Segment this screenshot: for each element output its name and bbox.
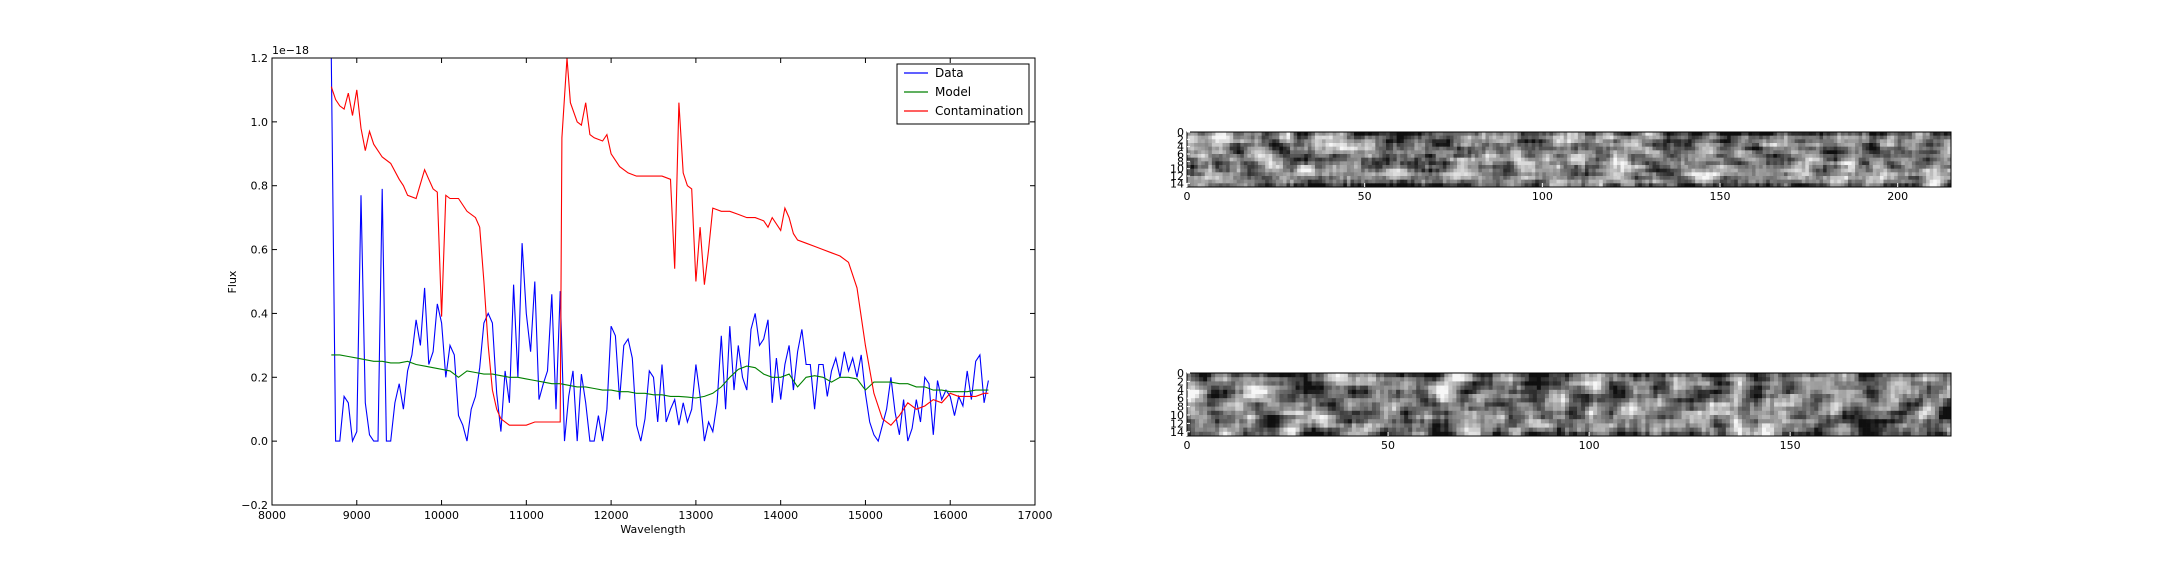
legend-box bbox=[896, 63, 1030, 125]
image-y-tick-label: 14 bbox=[1170, 177, 1184, 190]
image-y-tick-label: 8 bbox=[1177, 155, 1184, 168]
y-tick-label: 0.6 bbox=[251, 244, 269, 257]
image-y-tick-label: 12 bbox=[1170, 417, 1184, 430]
x-tick-label: 12000 bbox=[594, 509, 629, 522]
x-axis-label: Wavelength bbox=[620, 523, 685, 536]
image-x-tick-label: 0 bbox=[1184, 190, 1191, 203]
x-tick-label: 15000 bbox=[848, 509, 883, 522]
image-y-tick-label: 6 bbox=[1177, 392, 1184, 405]
image-y-tick-label: 6 bbox=[1177, 148, 1184, 161]
y-tick-label: 0.8 bbox=[251, 180, 269, 193]
spectrum-series-group bbox=[330, 58, 989, 444]
series-line-contamination bbox=[330, 58, 989, 426]
legend-label-model: Model bbox=[935, 85, 971, 99]
image-pixels bbox=[1187, 373, 1952, 437]
y-tick-label: 1.2 bbox=[251, 52, 269, 65]
image-y-tick-label: 4 bbox=[1177, 141, 1184, 154]
image-y-tick-label: 0 bbox=[1177, 126, 1184, 139]
x-tick-label: 9000 bbox=[343, 509, 371, 522]
x-tick-label: 14000 bbox=[763, 509, 798, 522]
x-tick-label: 17000 bbox=[1018, 509, 1053, 522]
y-axis-label: Flux bbox=[226, 270, 239, 293]
image-x-tick-label: 150 bbox=[1780, 439, 1801, 452]
image-y-tick-label: 2 bbox=[1177, 133, 1184, 146]
x-tick-label: 8000 bbox=[258, 509, 286, 522]
x-tick-label: 10000 bbox=[424, 509, 459, 522]
x-tick-label: 16000 bbox=[933, 509, 968, 522]
image-x-tick-label: 200 bbox=[1887, 190, 1908, 203]
image-x-tick-label: 50 bbox=[1358, 190, 1372, 203]
spectrum-plot-area bbox=[272, 58, 1035, 505]
y-tick-label: −0.2 bbox=[241, 499, 268, 512]
image-pixels bbox=[1187, 132, 1952, 188]
legend: Data Model Contamination bbox=[896, 63, 1030, 125]
image-y-tick-label: 12 bbox=[1170, 170, 1184, 183]
image-y-tick-label: 4 bbox=[1177, 384, 1184, 397]
y-tick-label: 0.2 bbox=[251, 371, 269, 384]
image-y-tick-label: 2 bbox=[1177, 375, 1184, 388]
image-frame bbox=[1186, 131, 1952, 188]
y-tick-label: 0.0 bbox=[251, 435, 269, 448]
series-line-model bbox=[331, 354, 989, 399]
y-tick-label: 1.0 bbox=[251, 116, 269, 129]
image-x-tick-label: 50 bbox=[1381, 439, 1395, 452]
spectrum-plot: 8000 9000 10000 11000 12000 13000 14000 15000 16… bbox=[226, 44, 1053, 536]
image-x-tick-label: 150 bbox=[1710, 190, 1731, 203]
spectrum-plot-frame bbox=[271, 57, 1036, 506]
legend-label-data: Data bbox=[935, 66, 964, 80]
image-y-tick-label: 8 bbox=[1177, 401, 1184, 414]
legend-label-contamination: Contamination bbox=[935, 104, 1023, 118]
image-y-tick-label: 10 bbox=[1170, 409, 1184, 422]
y-tick-label: 0.4 bbox=[251, 307, 269, 320]
image-y-tick-label: 0 bbox=[1177, 367, 1184, 380]
image-y-tick-label: 14 bbox=[1170, 426, 1184, 439]
image-x-tick-label: 100 bbox=[1532, 190, 1553, 203]
image-frame bbox=[1186, 372, 1952, 437]
x-tick-label: 13000 bbox=[678, 509, 713, 522]
y-offset-text: 1e−18 bbox=[272, 44, 309, 57]
image-x-tick-label: 100 bbox=[1579, 439, 1600, 452]
spectrum-axes: 8000 9000 10000 11000 12000 13000 14000 15000 16… bbox=[241, 52, 1052, 522]
series-line-data bbox=[330, 58, 989, 444]
x-tick-label: 11000 bbox=[509, 509, 544, 522]
image-x-tick-label: 0 bbox=[1184, 439, 1191, 452]
image-y-tick-label: 10 bbox=[1170, 163, 1184, 176]
